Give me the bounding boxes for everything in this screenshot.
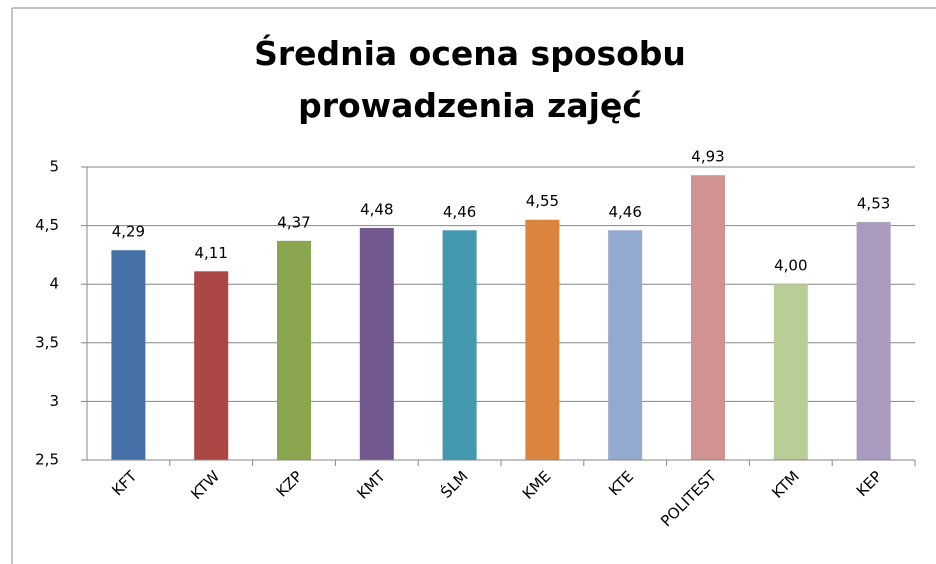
bar xyxy=(525,219,560,460)
x-tick-label: KMT xyxy=(353,467,389,503)
data-label: 4,37 xyxy=(277,213,310,231)
x-tick-label: KTW xyxy=(187,467,223,503)
bar xyxy=(856,222,891,460)
data-label: 4,29 xyxy=(112,223,145,241)
y-tick-label: 3,5 xyxy=(35,333,59,351)
x-tick-label: KME xyxy=(519,467,555,503)
x-tick-label: ŚLM xyxy=(436,467,471,502)
x-tick-label: KZP xyxy=(273,467,306,500)
data-label: 4,53 xyxy=(857,195,890,213)
data-label: 4,48 xyxy=(360,200,393,218)
x-tick-label: KTE xyxy=(605,467,637,499)
y-tick-label: 4,5 xyxy=(35,216,59,234)
bar xyxy=(111,250,146,460)
bar xyxy=(194,271,229,460)
data-label: 4,00 xyxy=(774,257,807,275)
y-tick-label: 4 xyxy=(49,275,59,293)
data-label: 4,46 xyxy=(608,203,641,221)
y-tick-label: 3 xyxy=(49,392,59,410)
bar xyxy=(442,230,477,460)
x-tick-label: KTM xyxy=(768,467,802,501)
data-label: 4,46 xyxy=(443,203,476,221)
x-tick-label: KFT xyxy=(108,467,141,500)
bar xyxy=(773,284,808,460)
chart-title: Średnia ocena sposobu prowadzenia zajęć xyxy=(254,34,686,125)
data-label: 4,11 xyxy=(194,244,227,262)
bar xyxy=(277,240,311,460)
bar xyxy=(691,175,725,461)
x-tick-label: POLITEST xyxy=(657,467,720,530)
bar xyxy=(608,230,643,460)
data-label: 4,55 xyxy=(526,192,559,210)
y-tick-label: 2,5 xyxy=(35,451,59,469)
x-tick-label: KEP xyxy=(853,467,886,500)
bar xyxy=(359,227,394,460)
data-label: 4,93 xyxy=(691,148,724,166)
y-tick-label: 5 xyxy=(49,158,59,176)
